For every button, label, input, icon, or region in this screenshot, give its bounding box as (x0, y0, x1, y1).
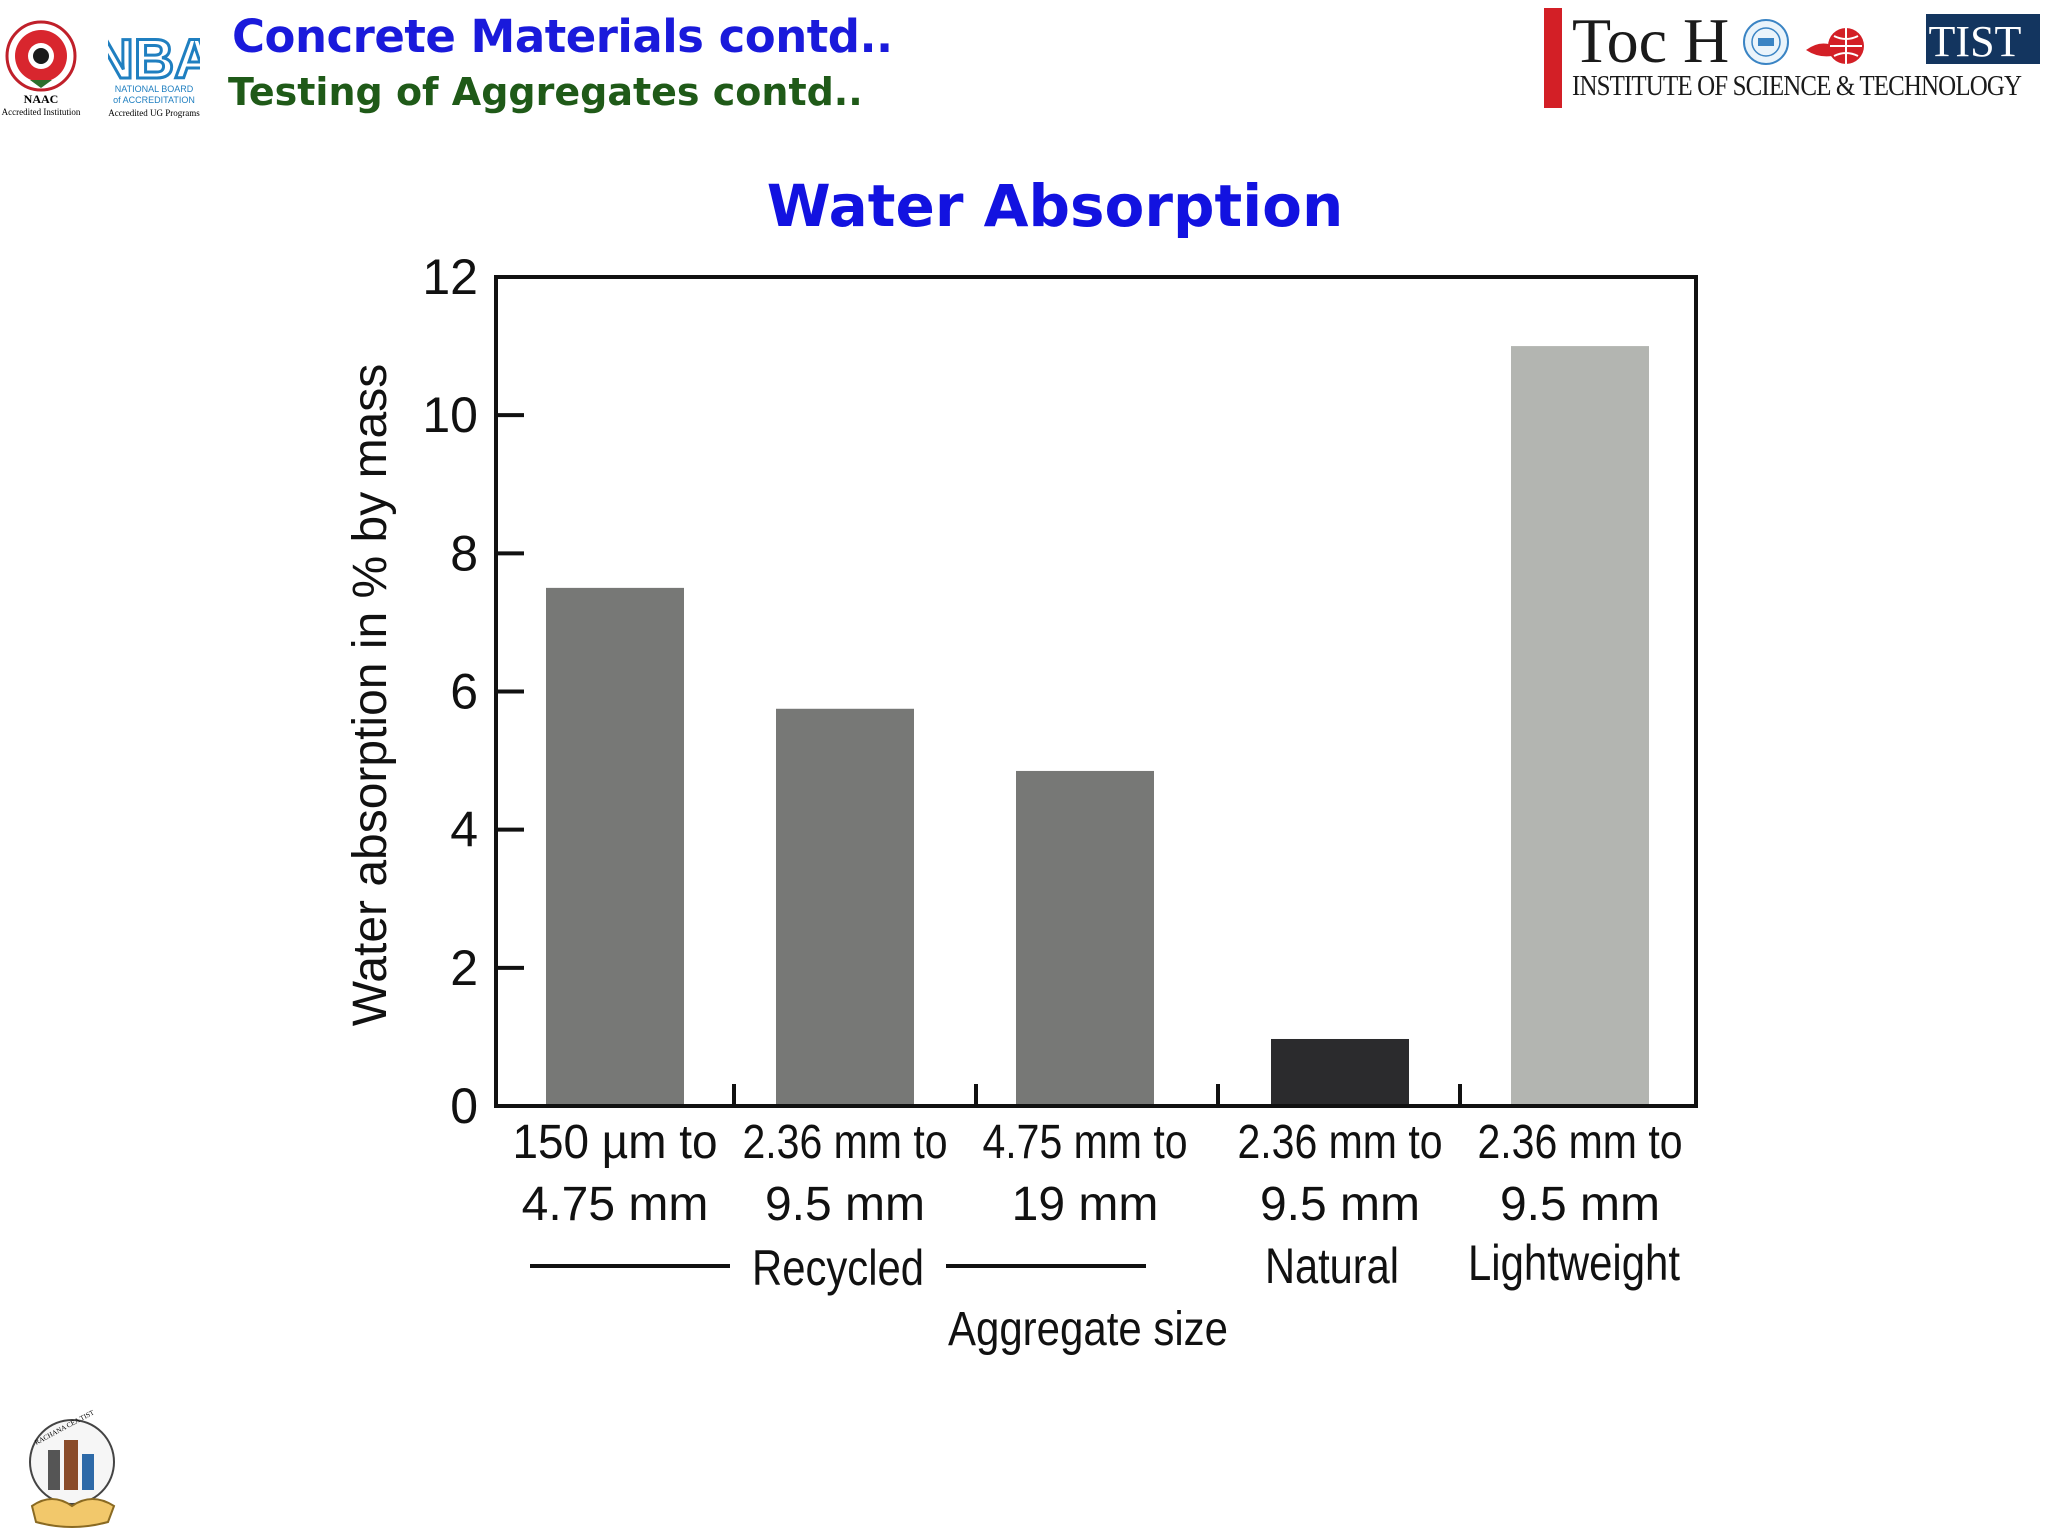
toch-red-bar (1544, 8, 1562, 108)
bar-2 (776, 708, 914, 1106)
naac-caption: Accredited Institution (1, 107, 81, 117)
nba-monogram-icon: NBA (92, 26, 216, 92)
nba-line2: of ACCREDITATION (113, 95, 195, 105)
naac-label: NAAC (23, 92, 59, 106)
tist-badge: TIST (1926, 14, 2040, 66)
x-tick-label-3-line1: 4.75 mm to (983, 1116, 1188, 1169)
y-tick-label-6: 6 (450, 664, 478, 720)
group-label-recycled: Recycled (752, 1240, 924, 1296)
x-tick-label-4-line1: 2.36 mm to (1238, 1116, 1443, 1169)
y-tick-label-12: 12 (422, 249, 478, 305)
x-tick-label-5-line1: 2.36 mm to (1478, 1116, 1683, 1169)
naac-logo: NAAC Accredited Institution (2, 14, 80, 119)
svg-text:NBA: NBA (108, 27, 200, 84)
x-axis-label: Aggregate size (948, 1303, 1228, 1356)
tist-badge-text: TIST (1928, 17, 2022, 66)
y-tick-label-8: 8 (450, 525, 478, 581)
group-label-natural: Natural (1265, 1238, 1399, 1294)
institute-name: INSTITUTE OF SCIENCE & TECHNOLOGY (1572, 70, 2022, 102)
nba-logo: NBA NATIONAL BOARD of ACCREDITATION Accr… (92, 24, 216, 120)
y-tick-label-2: 2 (450, 940, 478, 996)
y-tick-label-0: 0 (450, 1078, 478, 1134)
x-tick-label-1-line1: 150 µm to (513, 1116, 718, 1169)
nba-line1: NATIONAL BOARD (114, 84, 194, 94)
bar-1 (546, 587, 684, 1106)
y-tick-label-10: 10 (422, 387, 478, 443)
nba-caption: Accredited UG Programs (108, 108, 200, 118)
globe-lamp-icon (1806, 28, 1864, 64)
x-tick-label-2-line1: 2.36 mm to (743, 1116, 948, 1169)
x-tick-label-5-line2: 9.5 mm (1500, 1178, 1660, 1231)
x-tick-label-1-line2: 4.75 mm (522, 1178, 709, 1231)
bar-3 (1016, 770, 1154, 1106)
x-tick-label-2-line2: 9.5 mm (765, 1178, 925, 1231)
rachana-emblem-icon (29, 1419, 116, 1528)
toch-label: Toc H (1572, 5, 1730, 76)
toch-logo-block: Toc H TIST INSTITUTE OF SCIENCE & TECHNO… (1540, 5, 2045, 110)
header-title: Concrete Materials contd.. (232, 10, 893, 63)
naac-emblem-icon (5, 20, 77, 92)
x-tick-label-4-line2: 9.5 mm (1260, 1178, 1420, 1231)
bar-4 (1271, 1038, 1409, 1106)
y-tick-label-4: 4 (450, 802, 478, 858)
slide-title: Water Absorption (766, 172, 1344, 240)
bar-5 (1511, 346, 1649, 1106)
header-subtitle: Testing of Aggregates contd.. (228, 70, 863, 114)
tist-seal-icon (1743, 19, 1789, 65)
group-label-lightweight: Lightweight (1468, 1235, 1680, 1291)
y-axis-label: Water absorption in % by mass (344, 364, 397, 1026)
rachana-logo: RACHANA CEA TIST (22, 1409, 122, 1532)
x-tick-label-3-line2: 19 mm (1012, 1178, 1159, 1231)
plot-frame (494, 275, 1698, 1108)
